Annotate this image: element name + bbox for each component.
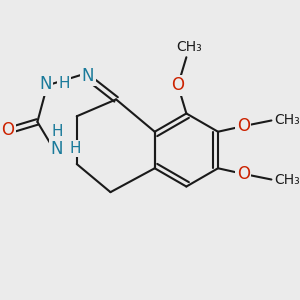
Text: CH₃: CH₃ xyxy=(176,40,202,54)
Text: O: O xyxy=(237,117,250,135)
Text: O: O xyxy=(2,121,14,139)
Text: N: N xyxy=(82,67,94,85)
Text: H: H xyxy=(51,124,63,139)
Text: N: N xyxy=(82,65,94,83)
Text: O: O xyxy=(237,165,250,183)
Text: N: N xyxy=(51,140,63,158)
Text: N: N xyxy=(40,76,52,94)
Text: CH₃: CH₃ xyxy=(274,113,300,128)
Text: N: N xyxy=(40,75,52,93)
Text: CH₃: CH₃ xyxy=(274,172,300,187)
Text: H: H xyxy=(70,141,81,156)
Text: H: H xyxy=(58,76,70,92)
Text: O: O xyxy=(171,76,184,94)
